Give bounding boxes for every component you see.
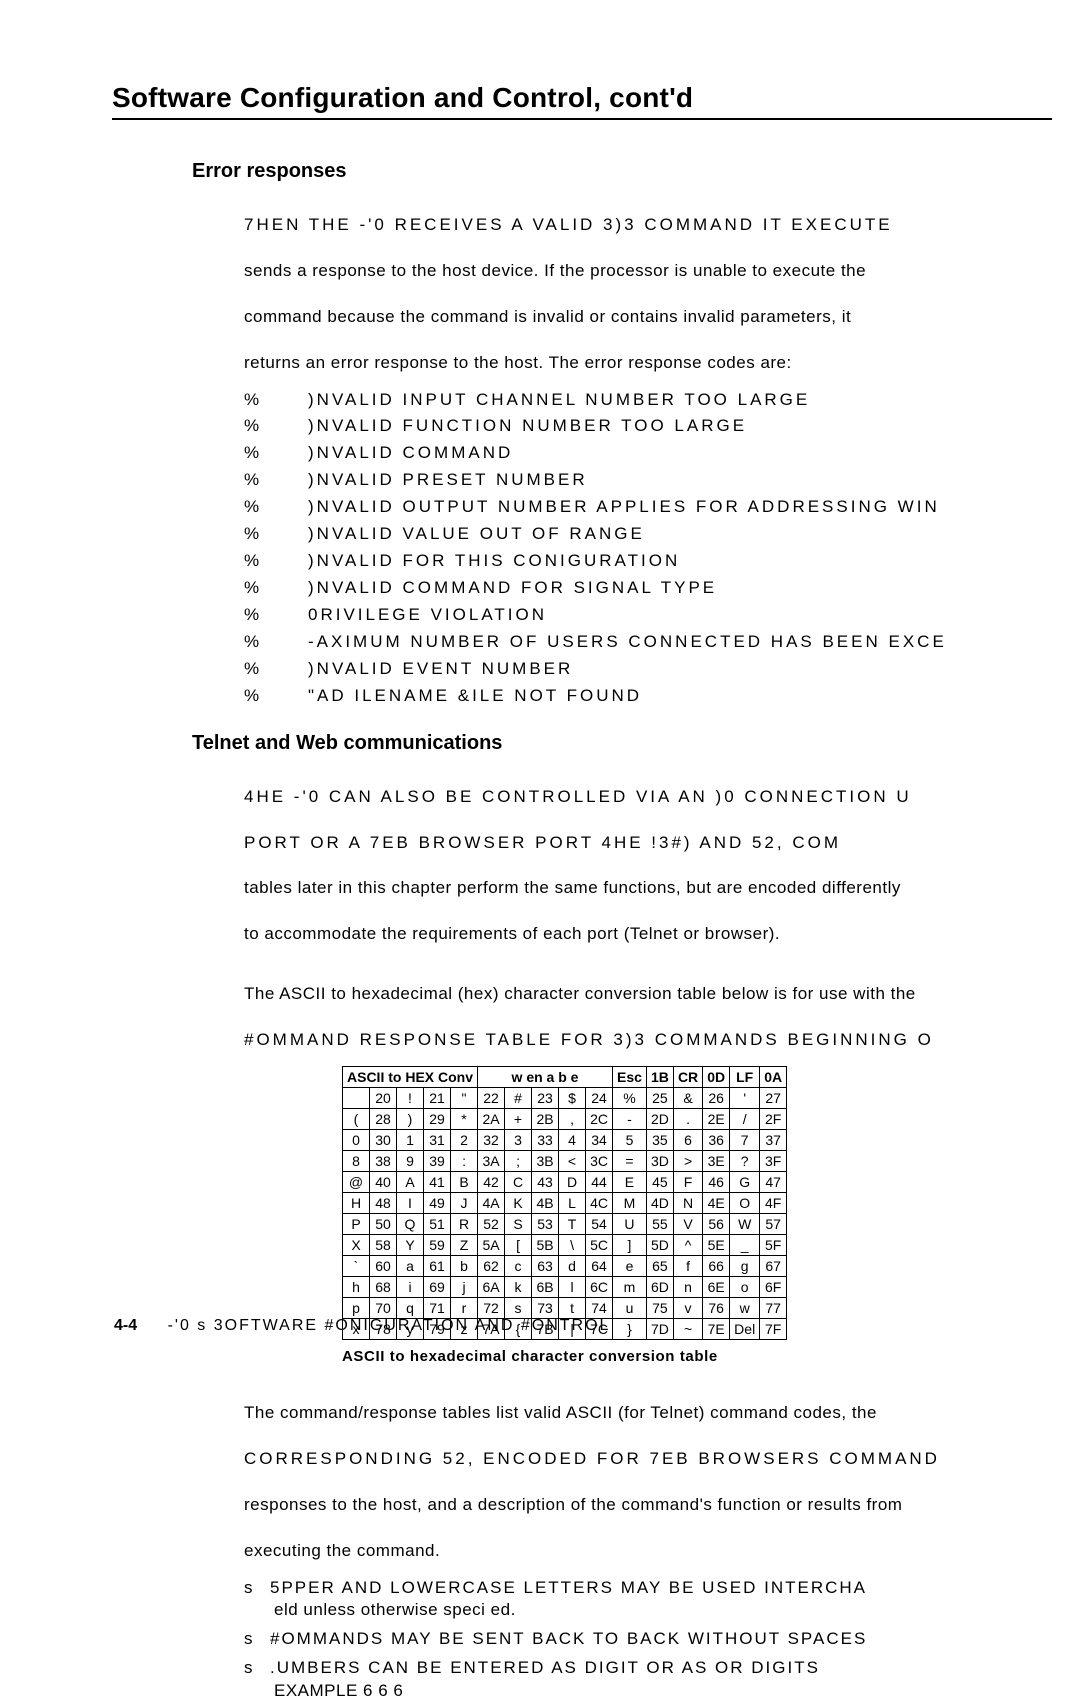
- telnet-p1-l2: PORT OR A 7EB BROWSER PORT 4HE !3#) AND …: [244, 833, 841, 852]
- ascii-caption: ASCII to hexadecimal character conversio…: [342, 1348, 1072, 1365]
- error-item: %)NVALID COMMAND FOR SIGNAL TYPE: [244, 577, 1072, 600]
- page: Software Configuration and Control, cont…: [0, 0, 1072, 1703]
- telnet-p1-l1: 4HE -'0 CAN ALSO BE CONTROLLED VIA AN )0…: [244, 787, 912, 806]
- telnet-p1: 4HE -'0 CAN ALSO BE CONTROLLED VIA AN )0…: [244, 763, 1080, 947]
- error-item: %)NVALID VALUE OUT OF RANGE: [244, 523, 1072, 546]
- error-item: %)NVALID INPUT CHANNEL NUMBER TOO LARGE: [244, 389, 1072, 412]
- error-item: %)NVALID FUNCTION NUMBER TOO LARGE: [244, 415, 1072, 438]
- error-item: %)NVALID COMMAND: [244, 442, 1072, 465]
- telnet-p3-l3: responses to the host, and a description…: [244, 1495, 902, 1514]
- telnet-p1-l4: to accommodate the requirements of each …: [244, 924, 780, 943]
- error-item: %)NVALID EVENT NUMBER: [244, 658, 1072, 681]
- telnet-p3: The command/response tables list valid A…: [244, 1379, 1080, 1563]
- ascii-table: ASCII to HEX Convw en a b eEsc1BCR0DLF0A…: [342, 1066, 787, 1340]
- title-rule: [112, 118, 1052, 120]
- telnet-p3-l4: executing the command.: [244, 1541, 440, 1560]
- page-number: 4-4: [114, 1317, 137, 1334]
- error-intro-l4: returns an error response to the host. T…: [244, 353, 792, 372]
- footer-text: -'0 s 3OFTWARE #ONIGURATION AND #ONTROL: [168, 1317, 611, 1334]
- error-item: %-AXIMUM NUMBER OF USERS CONNECTED HAS B…: [244, 631, 1072, 654]
- page-footer: 4-4 -'0 s 3OFTWARE #ONIGURATION AND #ONT…: [114, 1317, 610, 1335]
- error-item: %)NVALID OUTPUT NUMBER APPLIES FOR ADDRE…: [244, 496, 1072, 519]
- note-item: s#OMMANDS MAY BE SENT BACK TO BACK WITHO…: [244, 1628, 1080, 1651]
- error-intro-l1: 7HEN THE -'0 RECEIVES A VALID 3)3 COMMAN…: [244, 215, 893, 234]
- telnet-p3-l2: CORRESPONDING 52, ENCODED FOR 7EB BROWSE…: [244, 1449, 940, 1468]
- ascii-table-wrap: ASCII to HEX Convw en a b eEsc1BCR0DLF0A…: [342, 1066, 1072, 1340]
- telnet-p3-l1: The command/response tables list valid A…: [244, 1403, 877, 1422]
- note-item: s.UMBERS CAN BE ENTERED AS DIGIT OR AS O…: [244, 1657, 1080, 1703]
- error-intro: 7HEN THE -'0 RECEIVES A VALID 3)3 COMMAN…: [244, 191, 1080, 375]
- telnet-heading: Telnet and Web communications: [192, 732, 1072, 755]
- telnet-p2-l2: #OMMAND RESPONSE TABLE FOR 3)3 COMMANDS …: [244, 1030, 934, 1049]
- error-intro-l2: sends a response to the host device. If …: [244, 261, 866, 280]
- error-intro-l3: command because the command is invalid o…: [244, 307, 851, 326]
- note-item: s5PPER AND LOWERCASE LETTERS MAY BE USED…: [244, 1577, 1080, 1623]
- error-list: %)NVALID INPUT CHANNEL NUMBER TOO LARGE%…: [244, 389, 1072, 708]
- error-item: %0RIVILEGE VIOLATION: [244, 604, 1072, 627]
- telnet-p1-l3: tables later in this chapter perform the…: [244, 878, 901, 897]
- error-item: %)NVALID FOR THIS CONIGURATION: [244, 550, 1072, 573]
- telnet-p2: The ASCII to hexadecimal (hex) character…: [244, 960, 1080, 1052]
- error-heading: Error responses: [192, 160, 1072, 183]
- error-item: %"AD ILENAME &ILE NOT FOUND: [244, 685, 1072, 708]
- error-item: %)NVALID PRESET NUMBER: [244, 469, 1072, 492]
- telnet-p2-l1: The ASCII to hexadecimal (hex) character…: [244, 984, 916, 1003]
- notes-list: s5PPER AND LOWERCASE LETTERS MAY BE USED…: [244, 1577, 1080, 1703]
- page-title: Software Configuration and Control, cont…: [112, 82, 1072, 114]
